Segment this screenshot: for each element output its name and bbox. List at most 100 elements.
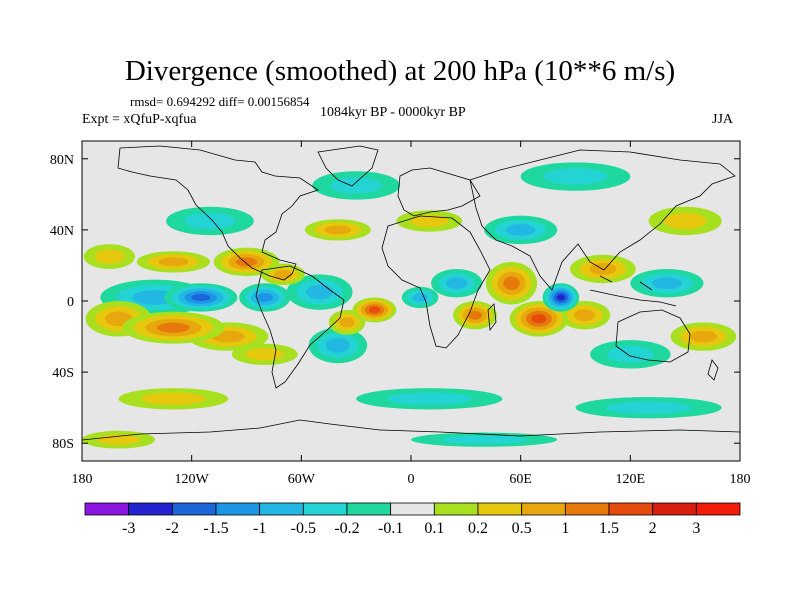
anomaly-contour (651, 277, 682, 290)
anomaly-contour (191, 293, 211, 302)
colorbar-label: 0.2 (468, 520, 488, 537)
colorbar-swatch (390, 502, 435, 516)
x-tick-label: 120E (616, 472, 646, 487)
coast-greenland (317, 145, 379, 187)
colorbar-label: -1.5 (203, 520, 228, 537)
colorbar-label: 0.5 (512, 520, 532, 537)
coast-indonesia (589, 275, 677, 307)
coast-europe (397, 167, 481, 217)
y-tick-label: 40S (52, 366, 74, 381)
colorbar-swatch (215, 502, 261, 516)
x-tick-label: 60W (288, 472, 316, 487)
anomaly-contour (441, 435, 527, 444)
anomaly-region (396, 210, 463, 232)
colorbar-swatch (564, 502, 610, 516)
colorbar-swatch (433, 502, 479, 516)
anomaly-contour (330, 177, 382, 194)
anomaly-region (559, 301, 611, 330)
x-tick-label: 180 (72, 472, 93, 487)
coast-africa (381, 215, 491, 349)
y-tick-label: 80N (50, 153, 74, 168)
colorbar-swatch (128, 502, 173, 516)
colorbar: -3 -2 -1.5 -1 -0.5 -0.2 -0.1 0.1 0.2 0.5 1 1.5 2 3 (84, 502, 741, 537)
chart-title: Divergence (smoothed) at 200 hPa (10**6 … (124, 55, 676, 87)
anomaly-region (575, 397, 722, 419)
anomaly-contour (605, 401, 692, 414)
anomaly-region (542, 283, 580, 312)
colorbar-label: -0.5 (291, 520, 316, 537)
x-axis: 180 120W 60W 0 60E 120E 180 (72, 141, 751, 487)
anomaly-contour (94, 249, 125, 264)
colorbar-swatch (84, 502, 130, 516)
anomaly-contour (467, 310, 482, 320)
anomaly-contour (158, 257, 189, 267)
anomaly-contour (543, 168, 608, 185)
x-tick-label: 0 (408, 472, 415, 487)
anomaly-contour (236, 257, 257, 267)
anomaly-region (118, 388, 229, 410)
anomaly-contour (157, 322, 190, 333)
anomaly-region (590, 340, 671, 369)
colorbar-label: 1 (561, 520, 569, 537)
coast-new-zealand (707, 359, 719, 381)
anomaly-region (453, 301, 497, 330)
x-tick-label: 120W (175, 472, 210, 487)
anomaly-contour (368, 306, 381, 314)
coast-north-america (117, 145, 319, 281)
x-tick-label: 180 (730, 472, 751, 487)
anomaly-region (308, 327, 368, 364)
colorbar-swatch (171, 502, 217, 516)
anomaly-region (411, 432, 558, 447)
anomaly-region (485, 261, 538, 305)
coast-antarctica (81, 419, 741, 441)
anomaly-region (213, 247, 280, 277)
anomaly-region (312, 171, 401, 200)
anomaly-region (630, 269, 704, 298)
anomaly-contour (689, 330, 717, 343)
anomaly-region (356, 388, 503, 410)
coast-australia (615, 309, 691, 363)
anomaly-region (82, 430, 156, 449)
anomaly-contour (556, 294, 565, 301)
colorbar-label: -2 (166, 520, 179, 537)
anomaly-contour (184, 212, 236, 230)
anomaly-contour (256, 292, 273, 302)
anomaly-region (164, 283, 238, 312)
anomaly-region (670, 322, 737, 351)
anomaly-contour (245, 348, 284, 361)
x-tick-label: 60E (509, 472, 532, 487)
anomaly-region (166, 206, 254, 236)
colorbar-swatch (259, 502, 304, 516)
anomaly-region (239, 283, 291, 312)
colorbar-label: -0.1 (378, 520, 403, 537)
colorbar-label: 3 (692, 520, 700, 537)
y-tick-label: 40N (50, 224, 74, 239)
colorbar-label: -0.2 (334, 520, 359, 537)
coast-madagascar (487, 303, 497, 332)
anomaly-contour (339, 317, 355, 328)
colorbar-label: 1.5 (599, 520, 619, 537)
anomaly-contour (574, 309, 596, 322)
colorbar-swatch (608, 502, 654, 516)
anomaly-region (286, 274, 353, 310)
anomaly-contour (274, 269, 293, 279)
anomaly-region (401, 286, 439, 309)
coast-south-america (255, 265, 345, 389)
colorbar-label: -1 (253, 520, 266, 537)
plot-area (82, 141, 740, 461)
anomaly-region (484, 215, 558, 245)
anomaly-region (431, 269, 483, 298)
colorbar-swatch (302, 502, 348, 516)
y-axis: 80N 40N 0 40S 80S (50, 153, 740, 452)
anomaly-contour (503, 276, 520, 291)
y-tick-label: 0 (67, 295, 74, 310)
coastlines (81, 145, 741, 441)
anomaly-region (83, 244, 136, 269)
anomaly-contour (306, 284, 334, 300)
anomaly-contour (412, 293, 428, 302)
anomaly-region (352, 297, 397, 323)
anomaly-region (122, 311, 225, 344)
anomaly-contour (505, 224, 536, 236)
colorbar-swatch (477, 502, 523, 516)
